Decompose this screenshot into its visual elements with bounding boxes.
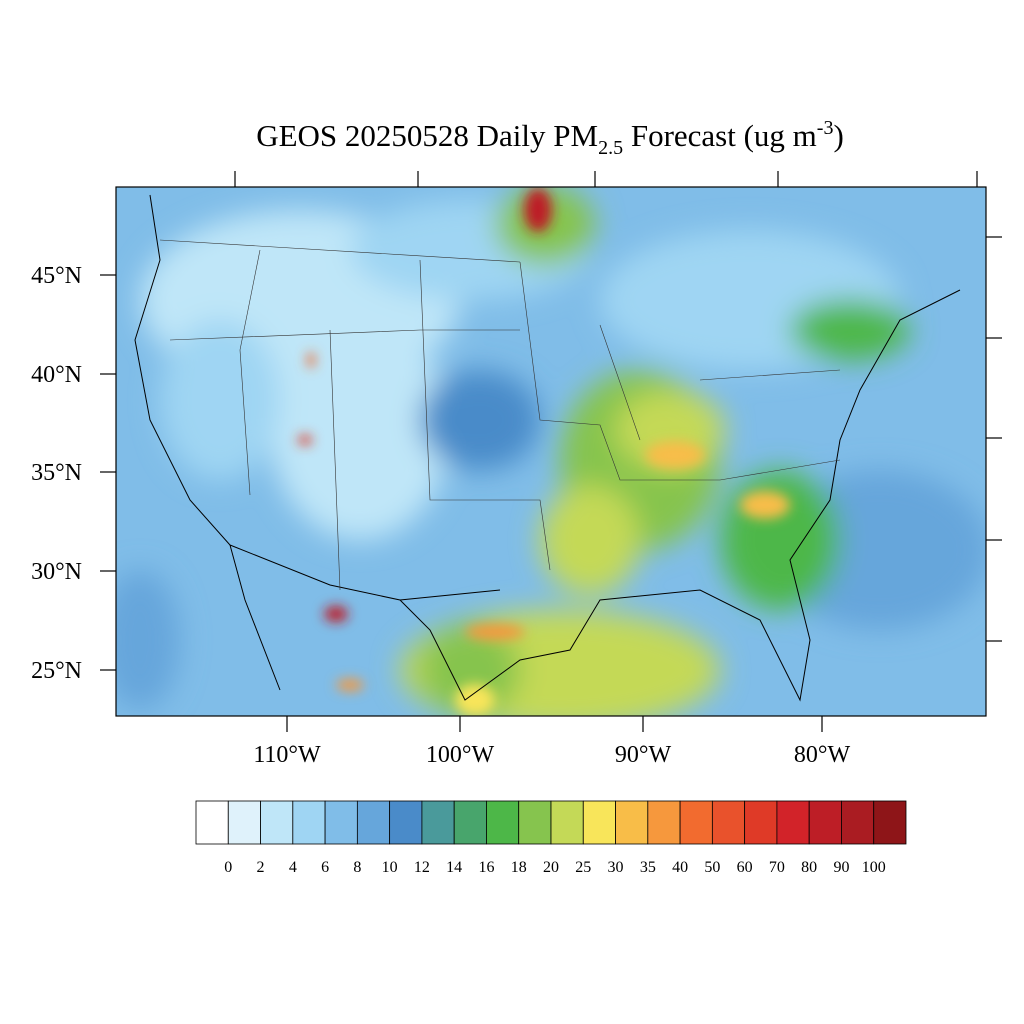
lat-label: 30°N [31,559,82,585]
colorbar-label: 50 [704,859,720,876]
lon-label: 90°W [615,742,672,768]
state-borders [159,239,841,591]
colorbar-label: 18 [511,859,527,876]
lon-label: 100°W [426,742,495,768]
colorbar-label: 30 [608,859,624,876]
colorbar-label: 16 [478,859,494,876]
colorbar-label: 8 [353,859,361,876]
colorbar-box [679,800,713,845]
colorbar-label: 60 [737,859,753,876]
colorbar-box [486,800,520,845]
colorbar-box [582,800,616,845]
pm25-field [116,187,986,716]
map-frame [115,186,987,717]
colorbar-label: 12 [414,859,430,876]
colorbar-box [260,800,294,845]
colorbar-box [324,800,358,845]
colorbar-box [356,800,391,845]
colorbar-box [550,800,584,845]
colorbar-label: 0 [224,859,232,876]
title: GEOS 20250528 Daily PM2.5 Forecast (ug m… [256,117,844,159]
colorbar-label: 70 [769,859,785,876]
colorbar-box [421,800,455,845]
colorbar-label: 90 [833,859,849,876]
colorbar-box [873,800,907,845]
colorbar-label: 6 [321,859,329,876]
colorbar-label: 35 [640,859,656,876]
lat-label: 35°N [31,460,82,486]
colorbar-box [841,800,875,845]
colorbar-label: 20 [543,859,559,876]
frame-ticks [234,171,1002,642]
colorbar-label: 25 [575,859,591,876]
colorbar-box [808,800,842,845]
colorbar-box [711,800,746,845]
colorbar-label: 40 [672,859,688,876]
colorbar-box [647,800,681,845]
colorbar-box [195,800,229,845]
coastline [134,194,961,702]
colorbar-box [615,800,649,845]
colorbar-box [453,800,487,845]
lat-label: 40°N [31,362,82,388]
lon-label: 110°W [253,742,321,768]
colorbar-box [292,800,326,845]
lon-label: 80°W [794,742,851,768]
lat-label: 25°N [31,658,82,684]
colorbar-box [776,800,810,845]
colorbar-label: 100 [862,859,886,876]
colorbar-box [518,800,552,845]
colorbar-label: 80 [801,859,817,876]
colorbar-label: 4 [289,859,297,876]
colorbar-box [227,800,261,845]
colorbar-label: 2 [257,859,265,876]
colorbar-label: 14 [446,859,462,876]
colorbar-label: 10 [382,859,398,876]
colorbar-box [744,800,778,845]
lat-label: 45°N [31,263,82,289]
colorbar-box [389,800,423,845]
